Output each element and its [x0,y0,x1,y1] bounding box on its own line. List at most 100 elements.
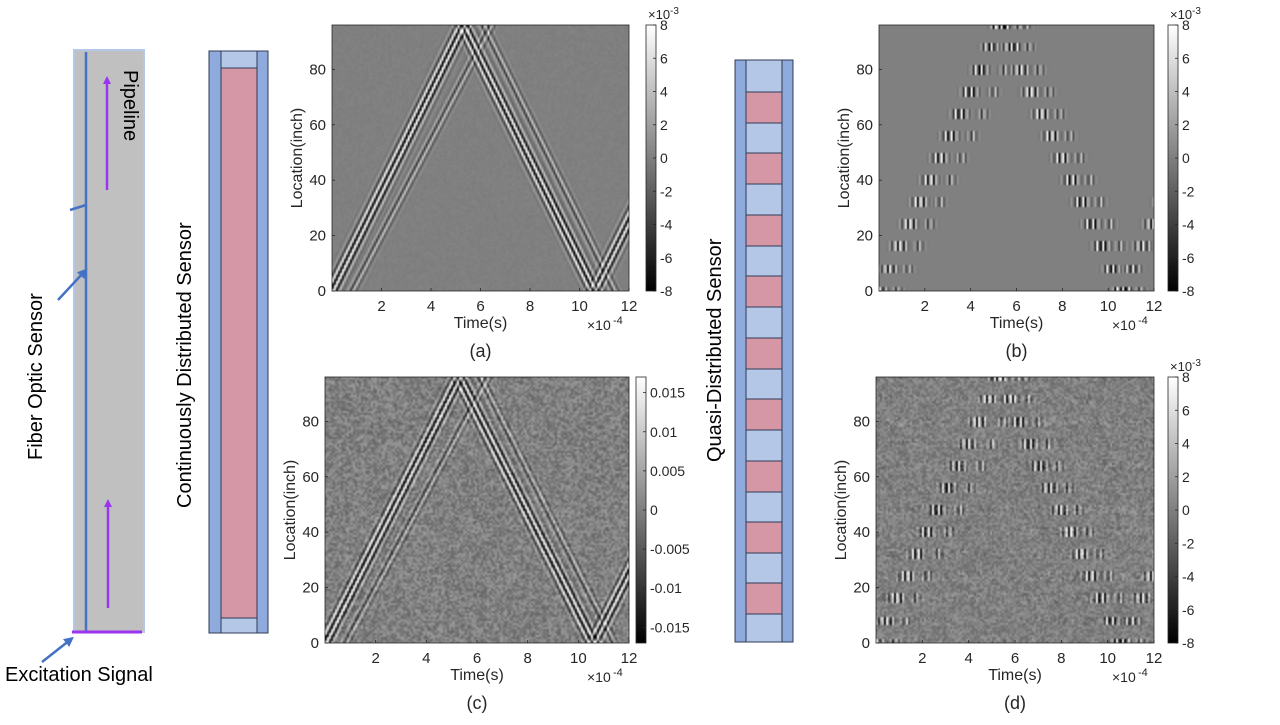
x-tick-label: 10 [571,298,588,315]
colorbar-tick-label: 2 [1182,469,1190,485]
heatmap-image [325,377,629,643]
colorbar-tick-label: 0.015 [650,385,685,401]
colorbar-tick-label: 0 [1182,150,1190,166]
colorbar-tick-label: 2 [1182,117,1190,133]
chart-panel-c: 2 4 6 8 10 12 0 20 40 60 80 Time(s) Location(inch) ×1… [282,376,690,713]
colorbar-tick-label: -0.015 [650,619,690,635]
x-tick-label: 12 [1146,650,1163,667]
y-tick-label: 40 [856,172,873,189]
x-tick-label: 8 [1057,650,1065,667]
x-tick-label: 10 [570,650,587,667]
colorbar-multiplier-exponent: -3 [670,6,679,17]
x-tick-label: 6 [476,298,484,315]
colorbar-tick-label: 4 [1182,436,1190,452]
colorbar-tick-label: 2 [660,117,668,133]
y-tick-label: 20 [302,580,319,597]
x-tick-label: 12 [621,298,638,315]
x-tick-label: 8 [526,298,534,315]
y-tick-label: 40 [853,524,870,541]
quasi-sensor-label: Quasi-Distributed Sensor [704,238,726,462]
excitation-pointer-arrow-icon [41,636,74,663]
colorbar [1168,377,1178,643]
colorbar-tick-label: -0.01 [650,580,682,596]
y-tick-label: 0 [865,283,873,300]
x-tick-label: 2 [371,650,379,667]
panel-label: (a) [470,341,492,361]
colorbar-tick-label: -2 [1182,535,1195,551]
y-tick-label: 80 [302,413,319,430]
colorbar-tick-label: 0.01 [650,424,677,440]
y-tick-label: 80 [856,61,873,78]
y-tick-label: 60 [302,469,319,486]
colorbar-tick-label: 8 [660,17,668,33]
x-tick-label: 6 [1011,650,1019,667]
panel-label: (b) [1006,341,1028,361]
colorbar-tick-label: -8 [1182,283,1195,299]
continuous-sensor-active [220,67,258,619]
x-axis-label: Time(s) [454,315,508,332]
colorbar-tick-label: 0 [650,502,658,518]
colorbar-tick-label: 4 [1182,84,1190,100]
colorbar-tick-label: -2 [660,183,673,199]
colorbar-tick-label: -6 [1182,250,1195,266]
y-axis-label: Location(inch) [289,108,306,209]
colorbar-tick-label: -8 [1182,635,1195,651]
x-multiplier-exponent: -4 [1138,315,1148,327]
chart-panels: 2 4 6 8 10 12020406080Time(s)Location(inch)×1… [282,6,1201,713]
colorbar-tick-label: -6 [660,250,673,266]
y-axis-label: Location(inch) [836,108,853,209]
colorbar-tick-label: 0.005 [650,463,685,479]
x-multiplier-exponent: -4 [613,667,623,679]
x-tick-label: 6 [1012,298,1020,315]
x-multiplier: ×10 [1112,669,1136,685]
x-tick-label: 2 [377,298,385,315]
x-tick-label: 12 [1146,298,1163,315]
colorbar-tick-label: 0 [1182,502,1190,518]
colorbar-tick-label: -4 [1182,569,1195,585]
colorbar-tick-label: -4 [1182,217,1195,233]
y-tick-label: 80 [309,61,326,78]
fiber-branch-tick [69,203,87,212]
colorbar-multiplier: ×10 [1170,359,1192,374]
colorbar-tick-label: 6 [660,50,668,66]
x-axis-label: Time(s) [988,667,1042,684]
colorbar-tick-label: 4 [660,84,668,100]
x-tick-label: 12 [621,650,638,667]
chart-panel-a: 2 4 6 8 10 12020406080Time(s)Location(inch)×1… [289,6,679,361]
x-tick-label: 6 [473,650,481,667]
excitation-label: Excitation Signal [5,664,153,686]
x-multiplier-exponent: -4 [1138,667,1148,679]
fiber-pointer-arrow-icon [57,268,88,301]
fiber-optic-label: Fiber Optic Sensor [25,293,47,460]
y-tick-label: 0 [318,283,326,300]
x-tick-label: 4 [966,298,974,315]
x-tick-label: 4 [422,650,430,667]
chart-panel-d: 2 4 6 8 10 12020406080Time(s)Location(inch)×1… [833,358,1201,713]
x-tick-label: 4 [427,298,435,315]
x-axis-label: Time(s) [990,315,1044,332]
x-multiplier: ×10 [587,669,611,685]
quasi-sensor-segment [745,152,783,185]
y-tick-label: 0 [862,635,870,652]
x-multiplier: ×10 [1112,317,1136,333]
x-tick-label: 10 [1100,298,1117,315]
y-tick-label: 40 [302,524,319,541]
panel-label: (d) [1004,693,1026,713]
quasi-sensor-segment [745,398,783,431]
quasi-sensor-segment [745,521,783,554]
colorbar [1168,25,1178,291]
x-tick-label: 2 [921,298,929,315]
x-multiplier-exponent: -4 [613,315,623,327]
colorbar-tick-label: -2 [1182,183,1195,199]
y-axis-label: Location(inch) [282,460,299,561]
x-tick-label: 8 [1058,298,1066,315]
y-tick-label: 60 [309,117,326,134]
x-tick-label: 8 [523,650,531,667]
colorbar-tick-label: 0 [660,150,668,166]
quasi-sensor-segment [745,460,783,493]
colorbar-tick-label: 8 [1182,369,1190,385]
y-tick-label: 20 [853,580,870,597]
colorbar [646,25,656,291]
pipeline-schematic: Pipeline Fiber Optic Sensor Excitation S… [5,49,153,686]
